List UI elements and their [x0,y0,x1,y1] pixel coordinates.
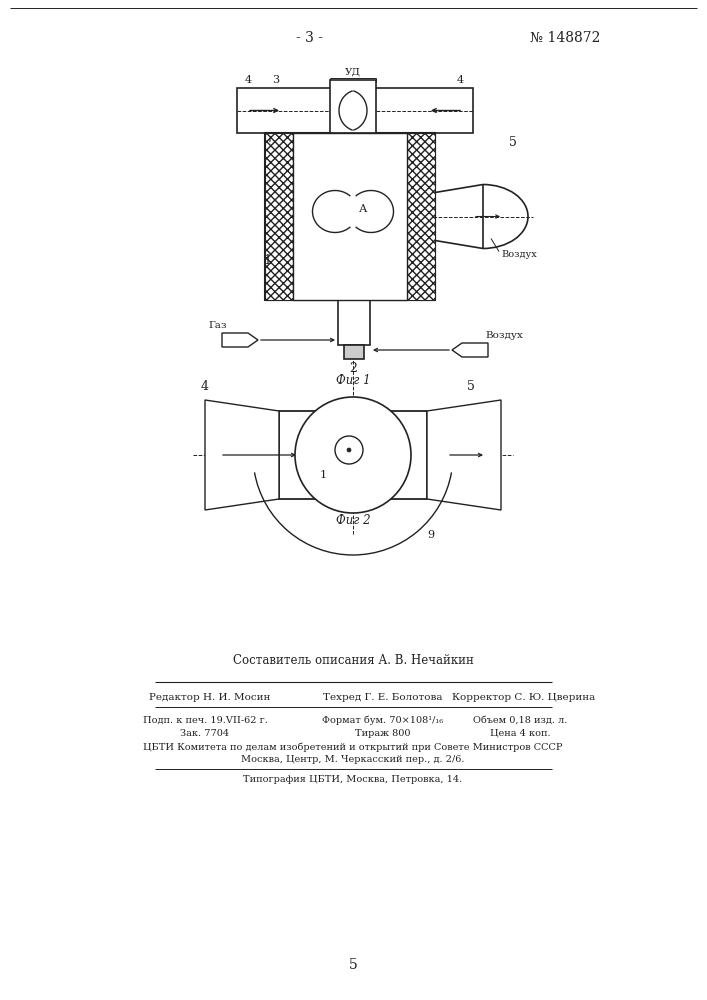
Text: 5: 5 [467,380,475,393]
Bar [330,80,376,133]
Text: Техред Г. Е. Болотова: Техред Г. Е. Болотова [323,692,443,702]
Bar [338,300,370,345]
Text: 5: 5 [349,958,357,972]
Text: - 3 -: - 3 - [296,31,324,45]
Text: УД: УД [345,68,361,77]
Circle shape [335,436,363,464]
Text: Формат бум. 70×108¹/₁₆: Формат бум. 70×108¹/₁₆ [322,715,443,725]
Text: 4: 4 [245,75,252,85]
Text: Тираж 800: Тираж 800 [355,728,411,738]
Text: Корректор С. Ю. Цверина: Корректор С. Ю. Цверина [452,692,595,702]
Text: 1: 1 [263,253,271,266]
Bar [344,345,364,359]
Text: Газ: Газ [209,322,227,330]
Text: 5: 5 [509,136,517,149]
Text: Москва, Центр, М. Черкасский пер., д. 2/6.: Москва, Центр, М. Черкасский пер., д. 2/… [241,756,464,764]
Text: Составитель описания А. В. Нечайкин: Составитель описания А. В. Нечайкин [233,654,474,666]
Text: Цена 4 коп.: Цена 4 коп. [490,728,550,738]
Text: Фиг 1: Фиг 1 [336,373,370,386]
Text: 9: 9 [428,530,435,540]
Polygon shape [205,400,279,510]
Text: Воздух: Воздух [485,332,523,340]
Text: А: А [359,205,367,215]
Text: ЦБТИ Комитета по делам изобретений и открытий при Совете Министров СССР: ЦБТИ Комитета по делам изобретений и отк… [144,742,563,752]
Circle shape [347,448,351,452]
Polygon shape [452,343,488,357]
Bar [237,88,473,133]
Polygon shape [222,333,258,347]
Text: Редактор Н. И. Мосин: Редактор Н. И. Мосин [149,692,271,702]
Text: Зак. 7704: Зак. 7704 [180,728,230,738]
Text: 2: 2 [349,362,357,375]
Text: Воздух: Воздух [501,250,537,259]
Text: № 148872: № 148872 [530,31,600,45]
Bar [293,133,407,300]
Text: Объем 0,18 изд. л.: Объем 0,18 изд. л. [473,716,567,724]
Text: Типография ЦБТИ, Москва, Петровка, 14.: Типография ЦБТИ, Москва, Петровка, 14. [243,776,462,784]
Circle shape [295,397,411,513]
Text: ': ' [268,138,272,152]
Text: Фиг 2: Фиг 2 [336,514,370,526]
Bar [265,133,435,300]
Bar [407,133,435,300]
Polygon shape [427,400,501,510]
Text: 4: 4 [457,75,464,85]
Bar [265,133,293,300]
Text: 3: 3 [272,75,279,85]
Text: 1: 1 [320,470,327,480]
Bar [279,411,427,499]
Text: 4: 4 [201,380,209,393]
Text: Подп. к печ. 19.VII-62 г.: Подп. к печ. 19.VII-62 г. [143,716,267,724]
